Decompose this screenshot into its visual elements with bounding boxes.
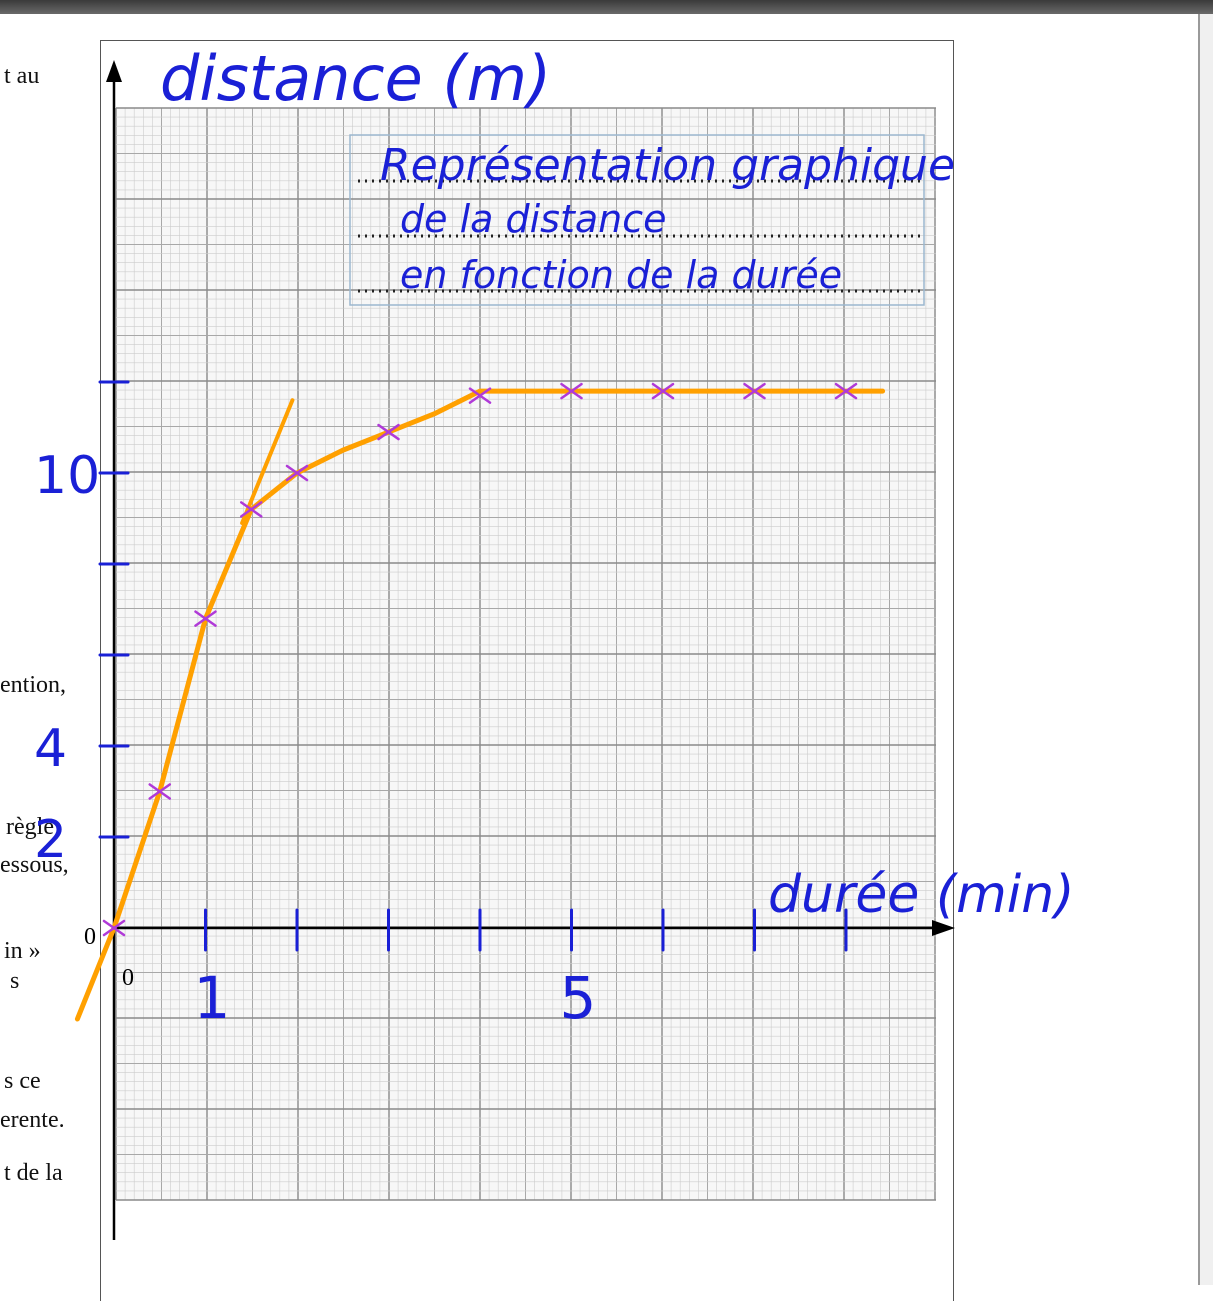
data-point-stroke <box>285 464 309 482</box>
data-point <box>377 423 400 441</box>
y-origin-label: 0 <box>84 924 96 950</box>
vertical-scrollbar[interactable] <box>1198 14 1213 1285</box>
tick-labels: 1 5 2 4 10 <box>34 446 596 1032</box>
hand-drawn-ticks <box>98 380 848 952</box>
chart-title-line-2: de la distance <box>400 197 667 241</box>
y-tick-label: 10 <box>34 446 100 506</box>
side-text-8: erente. <box>0 1107 65 1133</box>
data-point-stroke <box>148 783 171 800</box>
y-axis-label: distance (m) <box>160 42 551 115</box>
data-point <box>651 382 675 400</box>
window-top-bar <box>0 0 1213 14</box>
x-axis-arrow <box>932 920 955 936</box>
data-point-stroke <box>468 387 492 404</box>
data-point-stroke <box>377 423 400 441</box>
chart-title-line-3: en fonction de la durée <box>400 253 842 297</box>
data-point <box>560 382 583 400</box>
data-point-stroke <box>240 501 263 518</box>
side-text-7: s ce <box>4 1068 41 1094</box>
data-marks <box>102 382 858 937</box>
y-tick-label: 4 <box>34 719 67 779</box>
chart-title-line-1: Représentation graphique <box>380 140 955 191</box>
data-point-stroke <box>743 382 766 400</box>
x-tick-label: 1 <box>194 964 231 1032</box>
side-text-5: in » <box>4 938 41 964</box>
data-point <box>194 610 217 627</box>
data-point <box>468 387 492 404</box>
y-axis-arrow <box>106 60 122 82</box>
side-text-4: essous, <box>0 852 69 878</box>
data-point <box>834 382 858 400</box>
x-origin-label: 0 <box>122 965 134 991</box>
data-point-stroke <box>560 382 583 400</box>
x-axis-label: durée (min) <box>768 865 1075 925</box>
side-text-6: s <box>10 968 20 994</box>
data-point-stroke <box>194 610 217 627</box>
side-text-2: ention, <box>0 672 66 698</box>
data-point <box>285 464 309 482</box>
y-tick-label: 2 <box>34 810 67 870</box>
data-point <box>148 783 171 800</box>
document-page-frame <box>100 40 954 1301</box>
data-point-stroke <box>102 919 126 937</box>
data-point-stroke <box>834 382 858 400</box>
tangent-line <box>240 398 295 526</box>
data-point <box>102 919 126 937</box>
side-text-1: t au <box>4 63 40 89</box>
title-box <box>349 134 925 306</box>
x-tick-label: 5 <box>560 964 597 1032</box>
side-text-3: règle <box>6 814 54 840</box>
data-point <box>743 382 766 400</box>
side-text-9: t de la <box>4 1160 63 1186</box>
data-point <box>240 501 263 518</box>
axes <box>106 60 955 1240</box>
data-point-stroke <box>651 382 675 400</box>
